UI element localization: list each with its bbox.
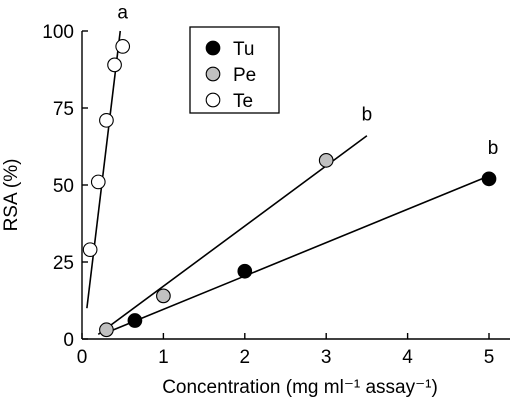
point-te	[90, 174, 106, 190]
y-axis-title: RSA (%)	[1, 159, 22, 232]
data-points	[82, 39, 497, 338]
y-tick-label: 75	[53, 99, 74, 120]
axes: 0 25 50 75 100 0 1 2 3 4 5	[42, 22, 510, 368]
legend-label-pe: Pe	[233, 65, 256, 86]
legend-label-te: Te	[233, 91, 253, 112]
point-te	[99, 112, 114, 128]
legend-marker-tu	[205, 40, 221, 56]
fit-line-te	[86, 30, 122, 309]
fit-line-tu	[102, 173, 494, 336]
point-pe	[318, 153, 334, 168]
point-pe	[99, 322, 114, 338]
point-te	[115, 39, 131, 54]
x-tick-label: 0	[77, 347, 88, 368]
annotation-label: b	[488, 138, 499, 159]
point-te	[107, 57, 122, 73]
point-tu	[127, 313, 143, 328]
point-pe	[156, 288, 171, 304]
x-tick-label: 1	[158, 347, 169, 368]
annotation-label: a	[117, 3, 128, 24]
y-tick-label: 100	[42, 22, 74, 43]
annotations: a b b	[117, 3, 498, 160]
x-tick-label: 4	[402, 347, 413, 368]
x-axis-title: Concentration (mg ml⁻¹ assay⁻¹)	[162, 377, 438, 398]
fit-lines	[86, 30, 494, 336]
y-tick-label: 25	[53, 253, 74, 274]
x-tick-label: 3	[321, 347, 332, 368]
x-tick-label: 2	[240, 347, 251, 368]
point-tu	[237, 263, 253, 279]
annotation-label: b	[362, 104, 373, 125]
point-tu	[481, 171, 497, 187]
legend-marker-te	[205, 92, 221, 108]
y-tick-label: 0	[63, 330, 74, 351]
legend-marker-pe	[205, 66, 221, 82]
fit-line-pe	[97, 135, 368, 336]
legend-box	[189, 26, 280, 114]
point-te	[82, 242, 98, 258]
legend: Tu Pe Te	[189, 26, 280, 114]
legend-label-tu: Tu	[233, 39, 254, 60]
y-tick-label: 50	[53, 176, 74, 197]
x-tick-label: 5	[484, 347, 495, 368]
